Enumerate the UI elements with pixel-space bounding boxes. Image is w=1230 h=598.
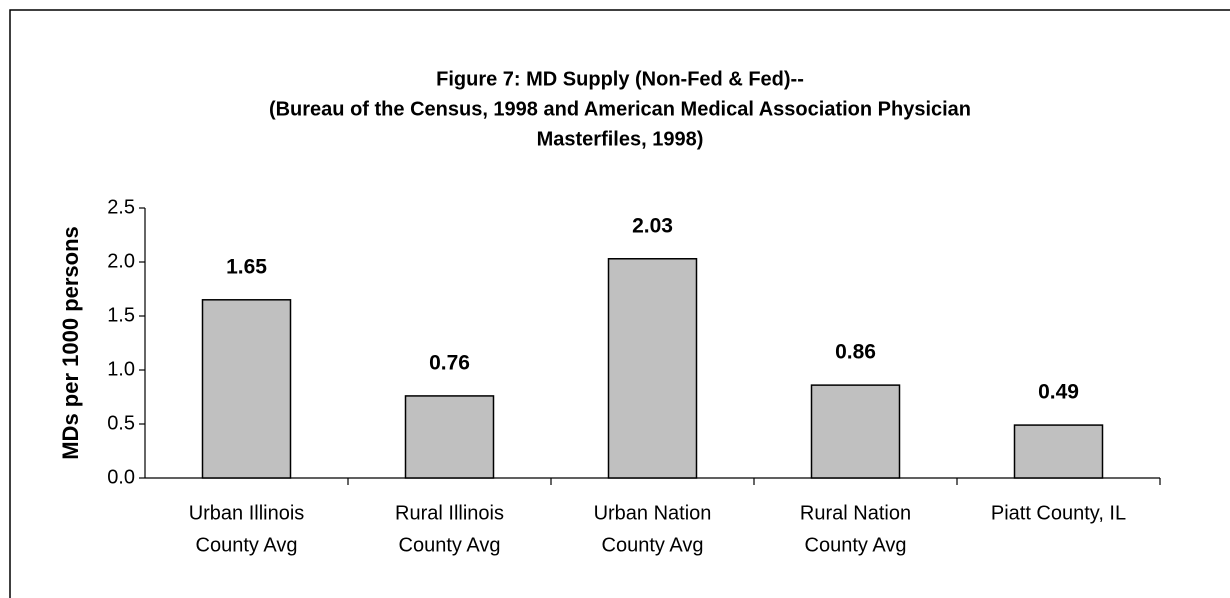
- x-tick-label: County Avg: [805, 534, 907, 556]
- bar: [201, 299, 292, 479]
- chart-title: (Bureau of the Census, 1998 and American…: [269, 98, 971, 120]
- x-tick-label: Rural Nation: [800, 502, 911, 524]
- value-label: 2.03: [632, 214, 673, 237]
- x-tick-label: Rural Illinois: [395, 502, 504, 524]
- y-tick-label: 0.0: [107, 466, 135, 488]
- y-tick-label: 0.5: [107, 412, 135, 434]
- value-label: 0.49: [1038, 381, 1079, 404]
- y-tick-label: 2.5: [107, 196, 135, 218]
- y-tick-label: 1.0: [107, 358, 135, 380]
- chart-frame: [9, 9, 1230, 598]
- value-label: 0.86: [835, 341, 876, 364]
- y-tick-label: 2.0: [107, 250, 135, 272]
- bar: [607, 258, 698, 479]
- value-label: 1.65: [226, 255, 267, 278]
- x-tick-label: Urban Nation: [594, 502, 712, 524]
- y-axis-label: MDs per 1000 persons: [58, 226, 83, 460]
- x-tick-label: Piatt County, IL: [991, 502, 1126, 524]
- x-tick-label: County Avg: [602, 534, 704, 556]
- x-tick-label: Urban Illinois: [189, 502, 305, 524]
- x-tick-label: County Avg: [399, 534, 501, 556]
- value-label: 0.76: [429, 351, 470, 374]
- chart-title: Masterfiles, 1998): [537, 128, 704, 150]
- bar: [810, 384, 901, 479]
- y-tick-label: 1.5: [107, 304, 135, 326]
- x-tick-label: County Avg: [196, 534, 298, 556]
- bar: [1013, 424, 1104, 479]
- chart-title: Figure 7: MD Supply (Non-Fed & Fed)--: [436, 68, 804, 90]
- bar: [404, 395, 495, 479]
